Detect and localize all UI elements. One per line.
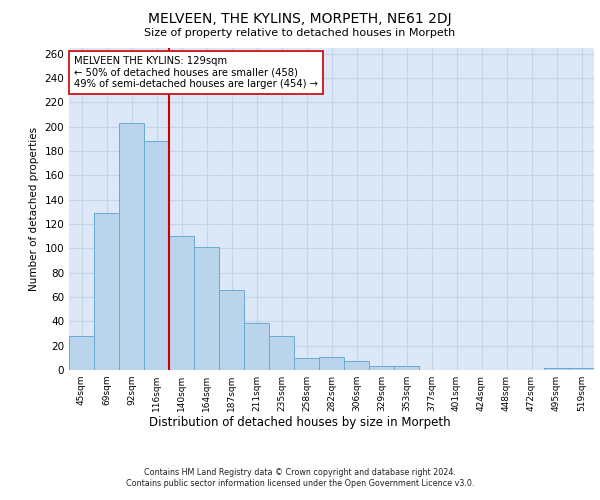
Text: MELVEEN, THE KYLINS, MORPETH, NE61 2DJ: MELVEEN, THE KYLINS, MORPETH, NE61 2DJ [148, 12, 452, 26]
Bar [369, 366, 394, 370]
Bar [269, 336, 294, 370]
Text: Distribution of detached houses by size in Morpeth: Distribution of detached houses by size … [149, 416, 451, 429]
Bar [169, 236, 194, 370]
Bar [69, 336, 94, 370]
Bar [294, 358, 319, 370]
Bar [219, 290, 244, 370]
Bar [544, 368, 569, 370]
Text: Size of property relative to detached houses in Morpeth: Size of property relative to detached ho… [145, 28, 455, 38]
Bar [194, 247, 219, 370]
Bar [344, 362, 369, 370]
Bar [119, 123, 144, 370]
Bar [319, 356, 344, 370]
Bar [569, 368, 594, 370]
Text: Contains HM Land Registry data © Crown copyright and database right 2024.
Contai: Contains HM Land Registry data © Crown c… [126, 468, 474, 487]
Text: MELVEEN THE KYLINS: 129sqm
← 50% of detached houses are smaller (458)
49% of sem: MELVEEN THE KYLINS: 129sqm ← 50% of deta… [74, 56, 318, 89]
Bar [94, 213, 119, 370]
Y-axis label: Number of detached properties: Number of detached properties [29, 126, 39, 291]
Bar [144, 141, 169, 370]
Bar [244, 322, 269, 370]
Bar [394, 366, 419, 370]
